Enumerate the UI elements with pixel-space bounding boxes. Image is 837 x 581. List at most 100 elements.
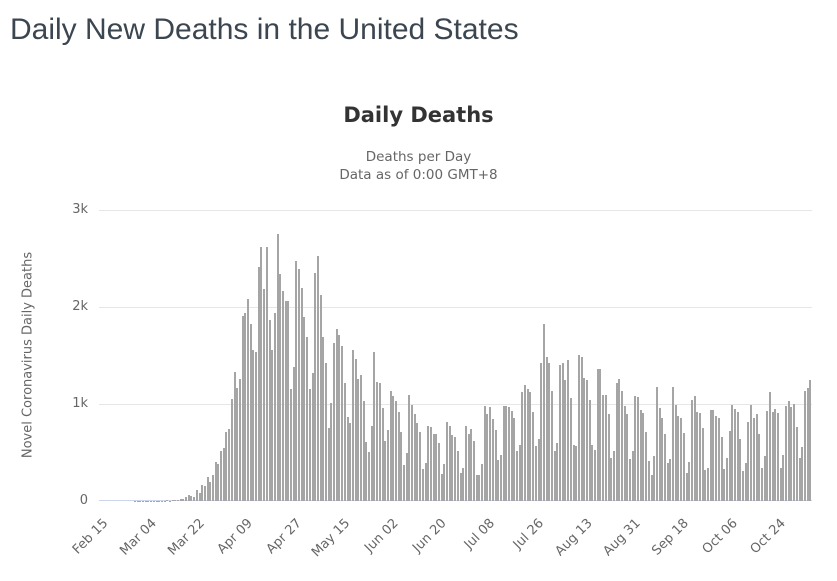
bar[interactable]: [645, 432, 648, 501]
bar[interactable]: [233, 372, 236, 501]
bar[interactable]: [561, 362, 564, 501]
bar[interactable]: [268, 319, 271, 501]
bar[interactable]: [400, 432, 403, 501]
bar[interactable]: [255, 351, 258, 501]
bar[interactable]: [647, 460, 650, 501]
bar[interactable]: [782, 454, 785, 501]
bar[interactable]: [228, 428, 231, 501]
bar[interactable]: [389, 391, 392, 501]
bar[interactable]: [637, 396, 640, 501]
bar[interactable]: [284, 300, 287, 501]
bar[interactable]: [408, 394, 411, 501]
bar[interactable]: [249, 323, 252, 501]
bar[interactable]: [534, 445, 537, 501]
bar[interactable]: [384, 440, 387, 501]
bar[interactable]: [338, 334, 341, 501]
bar[interactable]: [271, 349, 274, 501]
bar[interactable]: [513, 417, 516, 501]
bar[interactable]: [316, 255, 319, 501]
bar[interactable]: [464, 426, 467, 501]
bar[interactable]: [166, 500, 169, 501]
bar[interactable]: [768, 391, 771, 501]
bar[interactable]: [472, 441, 475, 501]
bar[interactable]: [319, 294, 322, 501]
bar[interactable]: [559, 365, 562, 501]
bar[interactable]: [281, 291, 284, 501]
bar[interactable]: [394, 401, 397, 501]
bar[interactable]: [699, 413, 701, 501]
bar[interactable]: [346, 417, 349, 501]
bar[interactable]: [246, 298, 249, 501]
bar[interactable]: [413, 413, 416, 501]
bar[interactable]: [373, 352, 376, 501]
bar[interactable]: [507, 406, 510, 501]
bar[interactable]: [548, 363, 551, 501]
bar[interactable]: [491, 418, 494, 501]
bar[interactable]: [190, 496, 193, 501]
bar[interactable]: [607, 413, 610, 501]
bar[interactable]: [626, 413, 629, 501]
bar[interactable]: [532, 412, 535, 501]
bar[interactable]: [569, 397, 572, 501]
bar[interactable]: [672, 386, 675, 501]
bar[interactable]: [357, 378, 360, 501]
bar[interactable]: [658, 407, 661, 501]
bar[interactable]: [287, 300, 290, 501]
bar[interactable]: [220, 450, 223, 501]
bar[interactable]: [545, 357, 548, 501]
bar[interactable]: [567, 360, 570, 501]
bar[interactable]: [187, 495, 190, 501]
bar[interactable]: [308, 389, 311, 501]
bar[interactable]: [438, 443, 440, 501]
bar[interactable]: [750, 405, 753, 501]
bar[interactable]: [755, 413, 758, 501]
bar[interactable]: [185, 497, 188, 501]
bar[interactable]: [368, 452, 371, 501]
bar[interactable]: [335, 329, 338, 501]
bar[interactable]: [690, 400, 693, 501]
bar[interactable]: [403, 464, 406, 501]
bar[interactable]: [419, 432, 422, 501]
bar[interactable]: [435, 433, 438, 501]
bar[interactable]: [709, 410, 712, 501]
bar[interactable]: [481, 464, 484, 501]
bar[interactable]: [604, 394, 607, 501]
bar[interactable]: [634, 395, 637, 501]
bar[interactable]: [575, 446, 578, 501]
bar[interactable]: [653, 456, 656, 501]
bar[interactable]: [577, 355, 580, 501]
bar[interactable]: [174, 499, 177, 501]
bar[interactable]: [664, 434, 667, 501]
bar[interactable]: [427, 426, 430, 501]
bar[interactable]: [779, 468, 782, 501]
bar[interactable]: [728, 431, 731, 501]
bar[interactable]: [440, 473, 443, 501]
bar[interactable]: [330, 403, 333, 501]
bar[interactable]: [303, 316, 306, 501]
bar[interactable]: [736, 412, 739, 501]
bar[interactable]: [712, 409, 715, 501]
bar[interactable]: [349, 422, 352, 501]
bar[interactable]: [809, 379, 812, 501]
bar[interactable]: [260, 246, 263, 501]
bar[interactable]: [629, 459, 632, 501]
bar[interactable]: [798, 457, 801, 501]
bar[interactable]: [462, 467, 465, 501]
bar[interactable]: [742, 471, 745, 501]
bar[interactable]: [311, 372, 314, 501]
bar[interactable]: [669, 458, 672, 501]
bar[interactable]: [666, 463, 669, 501]
bar[interactable]: [610, 457, 613, 501]
bar[interactable]: [386, 430, 389, 501]
bar[interactable]: [763, 455, 766, 501]
bar[interactable]: [685, 473, 688, 501]
bar[interactable]: [376, 382, 379, 501]
bar[interactable]: [564, 380, 567, 501]
bar[interactable]: [209, 482, 212, 501]
bar[interactable]: [182, 498, 185, 501]
bar[interactable]: [454, 437, 457, 501]
bar[interactable]: [731, 404, 734, 501]
bar[interactable]: [273, 312, 276, 501]
bar[interactable]: [456, 450, 459, 501]
bar[interactable]: [327, 428, 330, 501]
